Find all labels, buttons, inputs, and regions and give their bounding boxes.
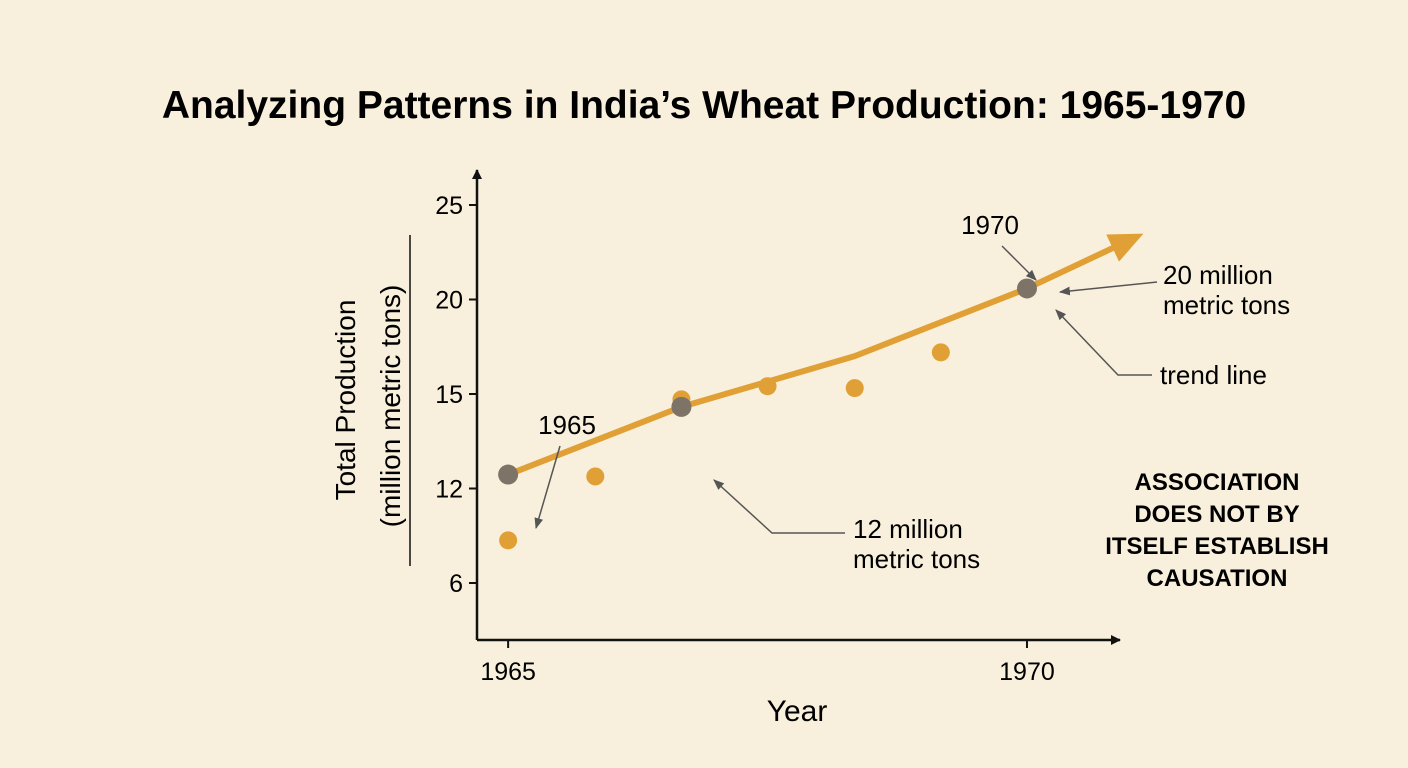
x-tick-label: 1965 [480,658,536,686]
annotation-12mt-line2: metric tons [853,544,980,574]
highlight-point [498,464,519,485]
annotation-trend: trend line [1160,360,1267,390]
annotation-12mt-line1: 12 million [853,514,963,544]
data-point [758,377,777,396]
highlight-point [671,396,692,417]
annotation-1970-arrow [1001,245,1037,281]
data-point [931,343,950,362]
data-point [499,531,518,550]
y-axis-title: Total Production (million metric tons) [330,235,411,566]
annotation-20mt-line1: 20 million [1163,260,1273,290]
annotation-12mt-arrow [713,479,845,534]
y-axis-title-line1: Total Production [330,300,361,501]
annotation-1970: 1970 [961,210,1019,240]
chart-title: Analyzing Patterns in India’s Wheat Prod… [162,84,1246,127]
causation-note-line: CAUSATION [1147,565,1288,592]
annotations: 1965 1970 20 million metric tons trend l… [534,210,1290,574]
trend-line [505,236,1134,478]
y-tick-label: 20 [435,287,463,315]
y-tick-label: 6 [449,570,463,598]
annotation-20mt-arrow [1058,281,1158,296]
x-ticks: 1965 1970 [480,640,1055,686]
causation-note-line: ASSOCIATION [1135,469,1300,496]
highlight-point [1016,278,1037,299]
y-tick-label: 15 [435,381,463,409]
data-point [586,467,605,486]
trend-arrowhead [1106,233,1144,262]
y-ticks: 6 12 15 20 25 [435,192,477,598]
annotation-trend-arrow [1055,309,1152,376]
y-tick-label: 25 [435,192,463,220]
y-tick-label: 12 [435,476,463,504]
annotation-1965-arrow [534,445,561,530]
y-axis-title-line2: (million metric tons) [375,285,406,528]
x-tick-label: 1970 [999,658,1055,686]
data-series [498,233,1144,550]
causation-note-line: DOES NOT BY [1134,501,1299,528]
causation-note: ASSOCIATION DOES NOT BY ITSELF ESTABLISH CA… [1105,469,1329,592]
causation-note-line: ITSELF ESTABLISH [1105,533,1329,560]
annotation-20mt-line2: metric tons [1163,290,1290,320]
data-point [845,379,864,398]
annotation-1965: 1965 [538,410,596,440]
x-axis-title: Year [767,695,828,728]
